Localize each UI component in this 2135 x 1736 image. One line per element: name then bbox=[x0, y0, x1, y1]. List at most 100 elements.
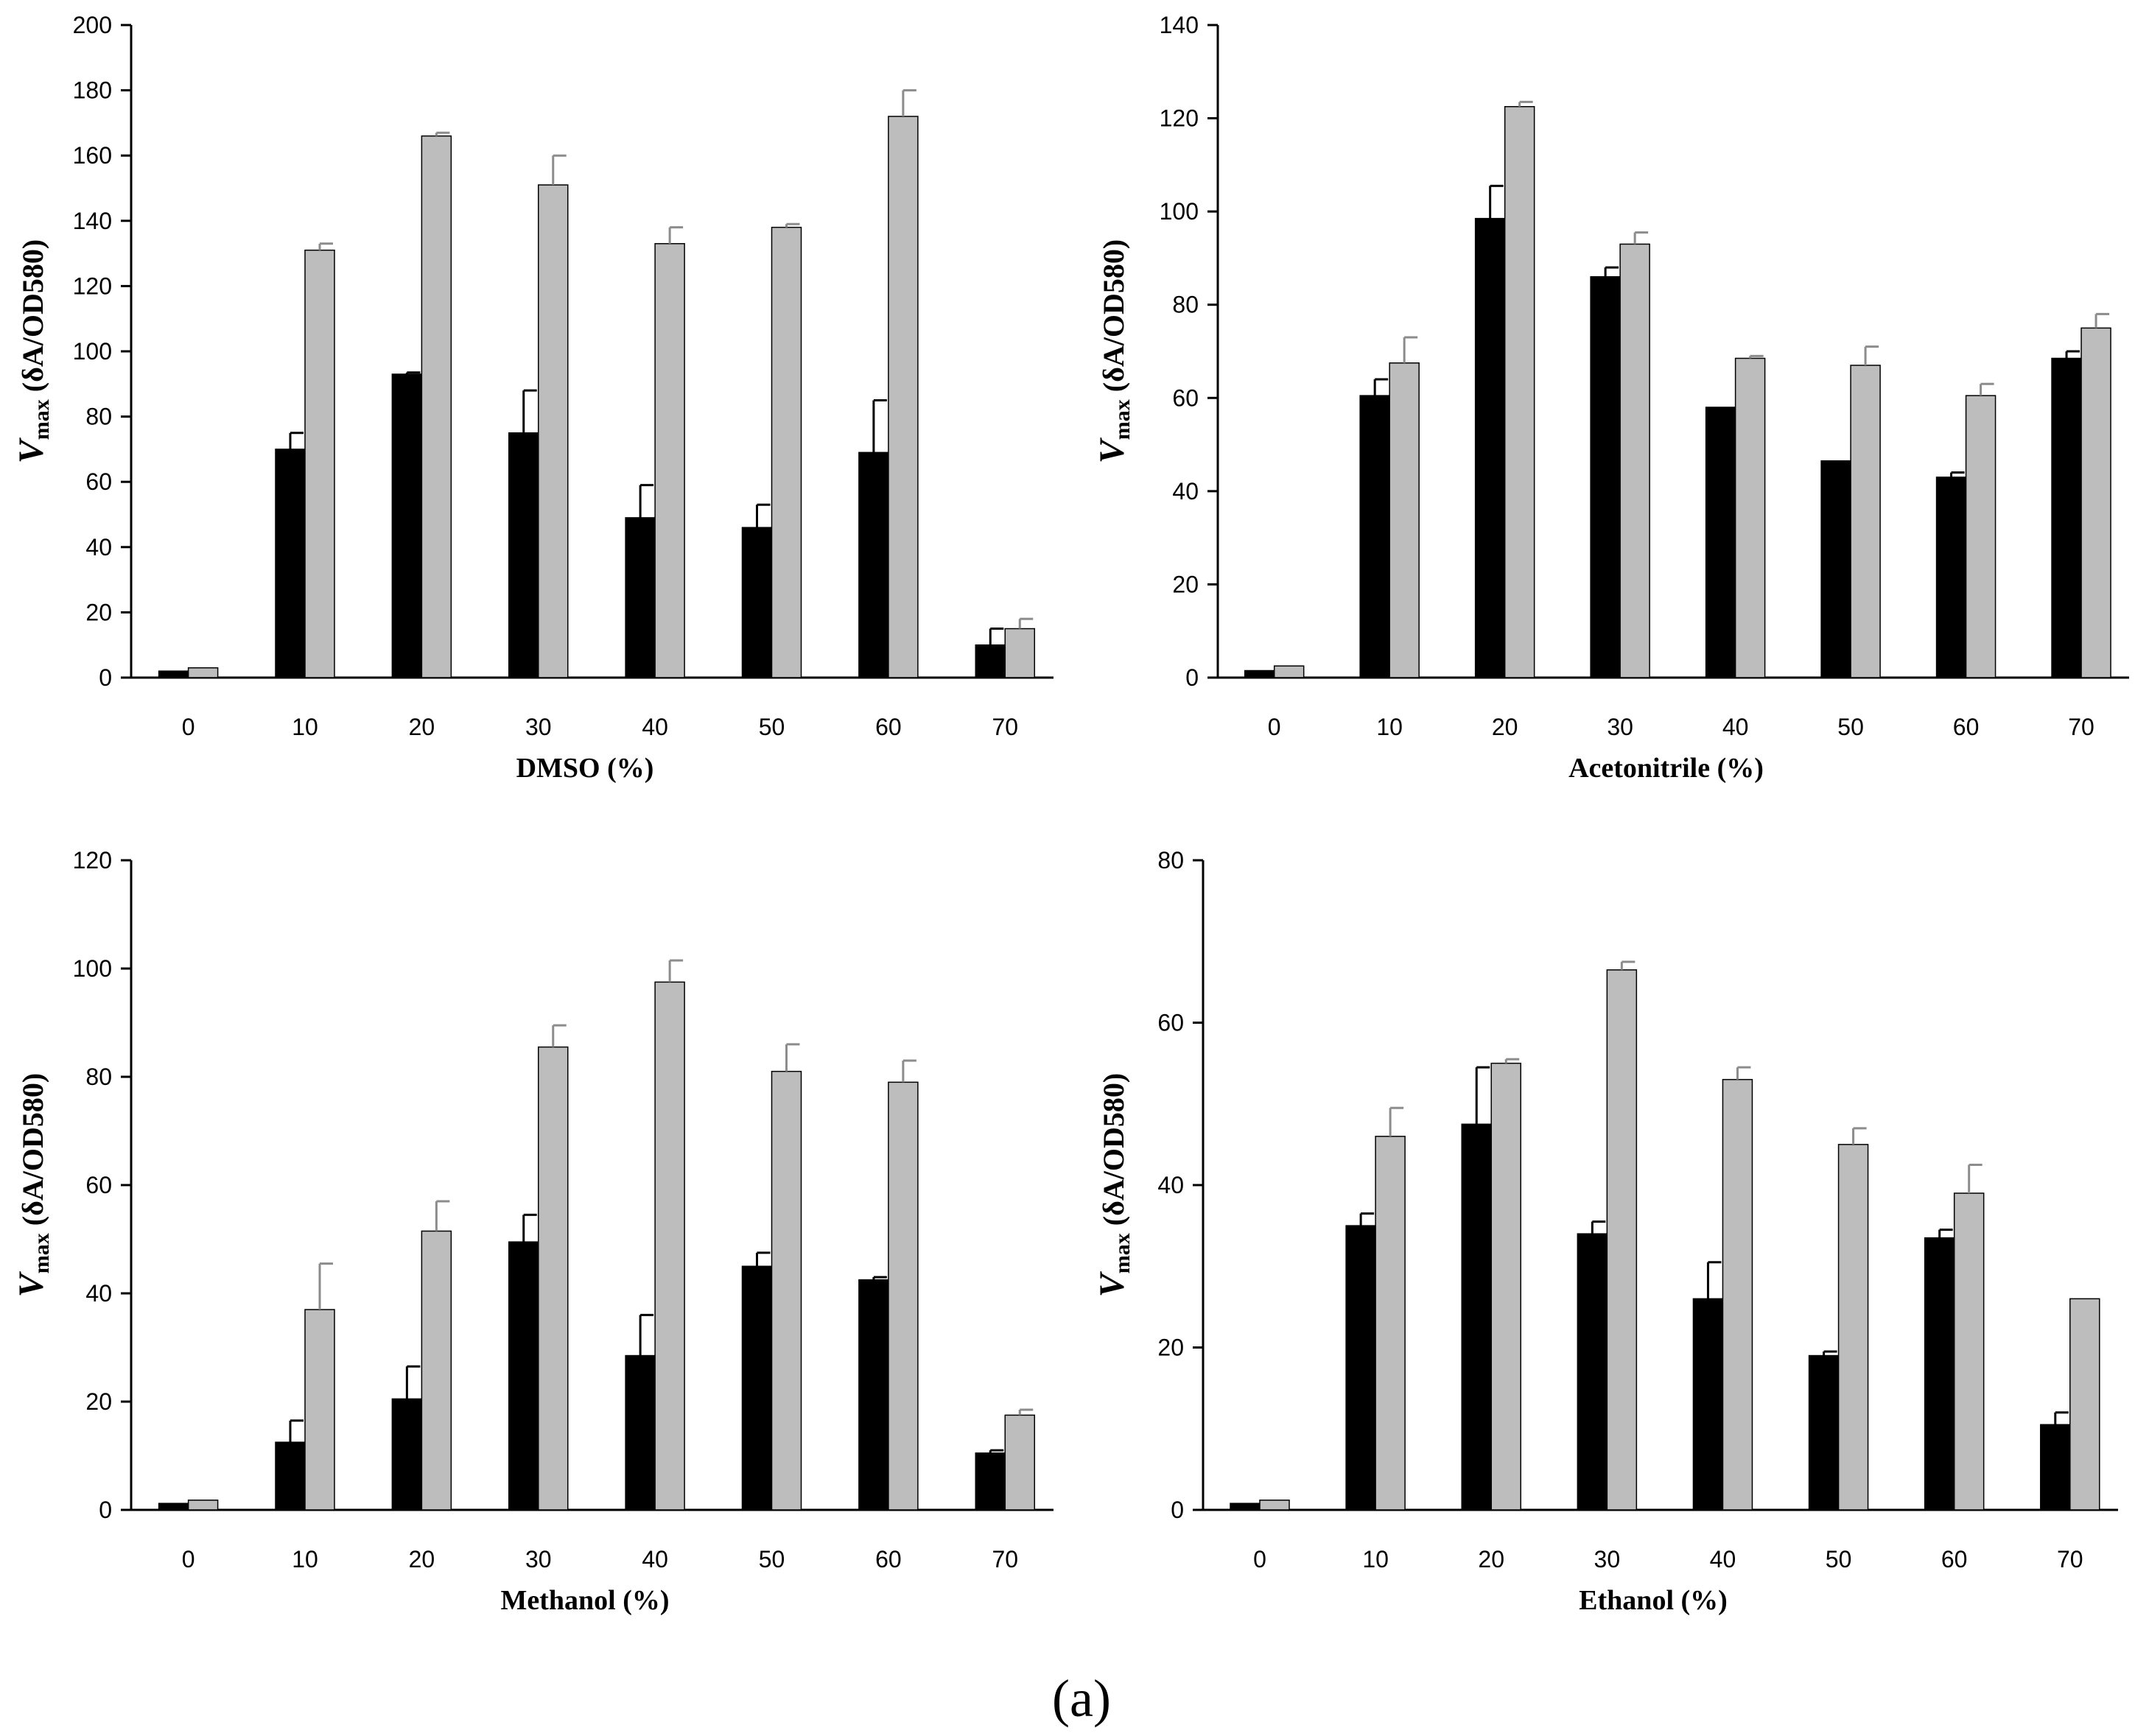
y-tick-label: 60 bbox=[1157, 1010, 1184, 1036]
x-tick-label: 60 bbox=[1953, 714, 1980, 740]
y-tick-label: 40 bbox=[85, 1280, 112, 1307]
bar-series-1 bbox=[858, 1279, 889, 1511]
x-tick-label: 0 bbox=[182, 1546, 195, 1572]
bar-series-2 bbox=[771, 226, 802, 678]
x-axis-label: Methanol (%) bbox=[500, 1585, 669, 1616]
bar-series-1 bbox=[1244, 670, 1275, 678]
y-tick-label: 80 bbox=[1157, 847, 1184, 874]
bar-series-1 bbox=[391, 1398, 423, 1511]
x-tick-label: 70 bbox=[992, 714, 1018, 740]
x-tick-label: 20 bbox=[409, 1546, 435, 1572]
x-tick-label: 0 bbox=[1253, 1546, 1266, 1572]
bar-series-1 bbox=[1345, 1225, 1376, 1511]
bar-series-1 bbox=[625, 517, 656, 678]
bar-series-2 bbox=[1004, 628, 1036, 678]
x-tick-label: 0 bbox=[1268, 714, 1281, 740]
x-tick-label: 30 bbox=[525, 1546, 552, 1572]
bar-series-1 bbox=[858, 451, 889, 678]
y-tick-label: 140 bbox=[73, 208, 112, 234]
bar-series-2 bbox=[2069, 1298, 2100, 1511]
y-axis-label: Vmax (δA/OD580) bbox=[1093, 239, 1135, 463]
y-tick-label: 100 bbox=[73, 338, 112, 365]
bar-series-2 bbox=[1004, 1414, 1036, 1511]
x-tick-label: 50 bbox=[759, 714, 785, 740]
bar-series-1 bbox=[2051, 357, 2082, 678]
y-tick-label: 60 bbox=[85, 1172, 112, 1198]
bar-series-2 bbox=[1606, 969, 1638, 1511]
y-tick-label: 20 bbox=[85, 599, 112, 625]
y-tick-label: 200 bbox=[73, 12, 112, 38]
y-tick-label: 20 bbox=[85, 1388, 112, 1415]
y-tick-label: 60 bbox=[1172, 384, 1199, 411]
bar-series-2 bbox=[771, 1070, 802, 1511]
x-tick-label: 40 bbox=[1722, 714, 1749, 740]
x-tick-label: 60 bbox=[1941, 1546, 1968, 1572]
x-tick-label: 10 bbox=[292, 1546, 318, 1572]
bar-series-2 bbox=[1722, 1078, 1753, 1511]
bar-series-1 bbox=[1461, 1123, 1492, 1511]
x-tick-label: 40 bbox=[642, 714, 668, 740]
y-tick-label: 60 bbox=[85, 468, 112, 495]
bar-series-2 bbox=[1850, 365, 1881, 678]
bar-series-2 bbox=[1273, 665, 1305, 678]
x-tick-label: 60 bbox=[875, 714, 902, 740]
y-tick-label: 40 bbox=[1157, 1172, 1184, 1198]
y-tick-label: 40 bbox=[85, 534, 112, 560]
y-tick-label: 80 bbox=[1172, 292, 1199, 318]
bar-series-2 bbox=[1504, 106, 1535, 678]
bar-series-1 bbox=[1692, 1298, 1724, 1511]
bar-series-2 bbox=[304, 249, 335, 678]
bar-series-1 bbox=[275, 449, 306, 678]
bar-series-2 bbox=[538, 184, 569, 678]
y-axis-label: Vmax (δA/OD580) bbox=[12, 239, 54, 463]
x-tick-label: 30 bbox=[525, 714, 552, 740]
bar-series-2 bbox=[654, 243, 685, 678]
bar-series-1 bbox=[1808, 1354, 1840, 1511]
y-tick-label: 0 bbox=[99, 1497, 112, 1523]
bar-series-1 bbox=[158, 670, 189, 678]
bar-series-1 bbox=[158, 1503, 189, 1511]
y-axis-label: Vmax (δA/OD580) bbox=[1093, 1073, 1135, 1297]
bar-series-2 bbox=[888, 116, 919, 678]
chart-panel-dmso: 0 20 40 60 80 100 120 140 160 180 200 0 10 20 30 40 50 60… bbox=[12, 12, 1054, 784]
bar-series-1 bbox=[975, 1452, 1006, 1511]
x-tick-label: 20 bbox=[1478, 1546, 1504, 1572]
x-tick-label: 60 bbox=[875, 1546, 902, 1572]
bar-series-1 bbox=[1935, 477, 1967, 678]
x-tick-label: 70 bbox=[2057, 1546, 2083, 1572]
x-tick-label: 20 bbox=[1492, 714, 1518, 740]
bar-series-1 bbox=[1590, 275, 1621, 678]
bar-series-1 bbox=[1359, 395, 1390, 678]
bar-series-2 bbox=[1490, 1062, 1521, 1511]
bar-series-1 bbox=[975, 644, 1006, 678]
x-tick-label: 70 bbox=[2068, 714, 2094, 740]
x-tick-label: 30 bbox=[1607, 714, 1633, 740]
y-tick-label: 160 bbox=[73, 142, 112, 169]
y-tick-label: 20 bbox=[1172, 571, 1199, 597]
bar-series-2 bbox=[1953, 1192, 1985, 1511]
y-tick-label: 120 bbox=[73, 273, 112, 299]
bar-series-1 bbox=[1230, 1503, 1261, 1511]
bar-series-2 bbox=[304, 1309, 335, 1511]
bar-series-1 bbox=[1924, 1237, 1955, 1511]
x-tick-label: 10 bbox=[292, 714, 318, 740]
y-tick-label: 100 bbox=[73, 955, 112, 982]
bar-series-1 bbox=[2040, 1424, 2071, 1511]
bar-series-2 bbox=[1619, 243, 1650, 678]
x-tick-label: 50 bbox=[759, 1546, 785, 1572]
x-tick-label: 0 bbox=[182, 714, 195, 740]
bar-series-2 bbox=[654, 981, 685, 1511]
bar-series-1 bbox=[741, 527, 773, 678]
y-axis-label: Vmax (δA/OD580) bbox=[12, 1073, 54, 1297]
bar-series-2 bbox=[187, 1500, 219, 1511]
x-tick-label: 10 bbox=[1376, 714, 1403, 740]
y-tick-label: 20 bbox=[1157, 1335, 1184, 1361]
bar-series-1 bbox=[1474, 217, 1506, 678]
bar-series-1 bbox=[508, 1241, 539, 1511]
bar-series-1 bbox=[741, 1265, 773, 1511]
bar-series-2 bbox=[888, 1081, 919, 1511]
y-tick-label: 120 bbox=[73, 847, 112, 874]
bar-series-2 bbox=[2080, 327, 2111, 678]
x-axis-label: Ethanol (%) bbox=[1579, 1585, 1728, 1616]
